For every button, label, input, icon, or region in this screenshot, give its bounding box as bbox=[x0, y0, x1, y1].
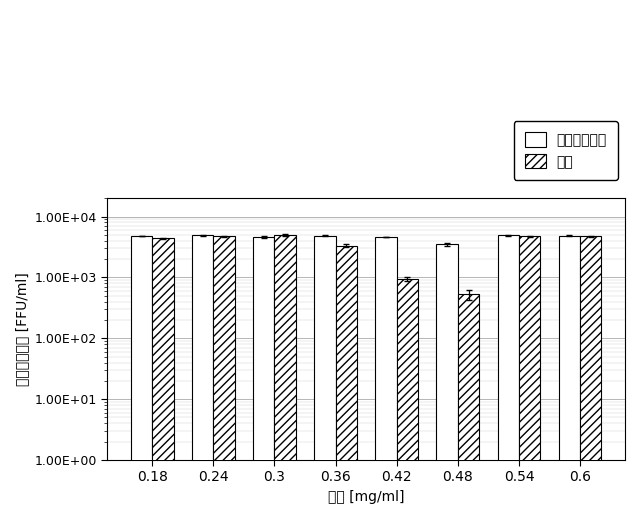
Bar bbox=[192, 236, 213, 519]
Bar bbox=[519, 236, 540, 519]
Bar bbox=[213, 236, 235, 519]
Bar bbox=[580, 236, 602, 519]
Bar bbox=[559, 236, 580, 519]
X-axis label: 濃度 [mg/ml]: 濃度 [mg/ml] bbox=[328, 490, 404, 504]
Legend: コントロール, タケ: コントロール, タケ bbox=[514, 121, 618, 180]
Bar bbox=[436, 244, 458, 519]
Bar bbox=[397, 279, 418, 519]
Bar bbox=[152, 238, 173, 519]
Bar bbox=[275, 235, 296, 519]
Bar bbox=[497, 236, 519, 519]
Bar bbox=[458, 294, 479, 519]
Bar bbox=[314, 236, 335, 519]
Bar bbox=[253, 237, 275, 519]
Bar bbox=[335, 246, 357, 519]
Y-axis label: ウイルスカ値 [FFU/ml]: ウイルスカ値 [FFU/ml] bbox=[15, 272, 29, 386]
Bar bbox=[375, 237, 397, 519]
Bar bbox=[131, 236, 152, 519]
